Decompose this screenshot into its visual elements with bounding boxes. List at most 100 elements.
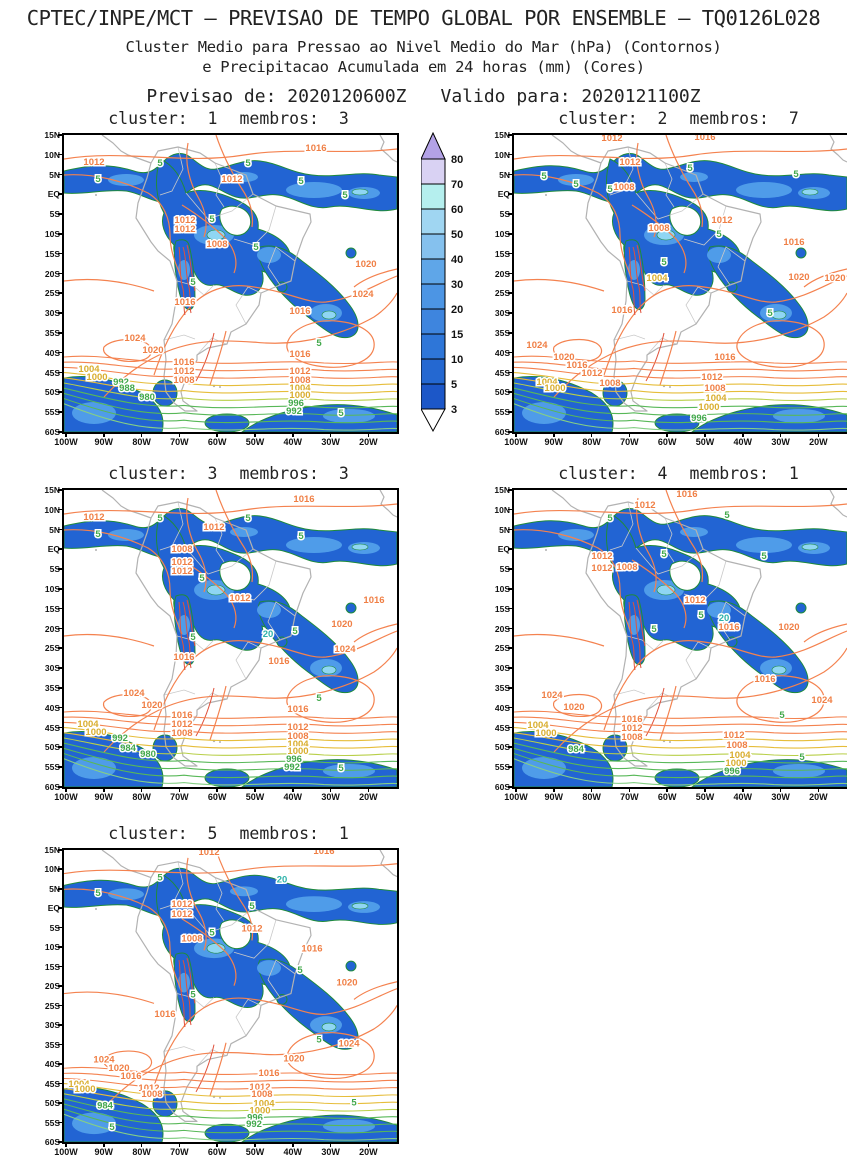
svg-text:1012: 1012 (621, 723, 642, 734)
lat-tick-mark (508, 647, 514, 649)
lon-tick-mark (817, 787, 820, 792)
svg-text:1016: 1016 (718, 622, 739, 633)
svg-text:5: 5 (541, 171, 547, 182)
lat-tick-label: 55S (44, 762, 60, 773)
lat-tick-mark (58, 726, 64, 729)
lat-tick-mark (58, 1043, 64, 1046)
lon-tick-label: 100W (504, 792, 528, 802)
lon-tick-label: 70W (170, 792, 189, 802)
lon-tick-mark (103, 787, 105, 792)
lon-tick-label: 30W (321, 792, 340, 802)
lat-tick-mark (58, 1024, 64, 1026)
lat-tick-mark (58, 193, 64, 195)
svg-text:1004: 1004 (68, 1078, 90, 1089)
lat-tick-label: 10N (494, 504, 510, 515)
lon-tick-mark (590, 432, 593, 437)
svg-text:996: 996 (724, 766, 740, 777)
svg-text:1004: 1004 (705, 393, 727, 404)
lat-tick-label: 35S (494, 683, 510, 693)
svg-text:1000: 1000 (86, 372, 107, 383)
lat-tick-label: 60S (44, 1137, 60, 1147)
lat-tick-label: 5S (499, 209, 510, 220)
svg-text:1012: 1012 (249, 1081, 270, 1092)
svg-text:1012: 1012 (723, 730, 744, 741)
lat-tick-label: 15N (494, 485, 510, 495)
svg-text:1008: 1008 (206, 239, 227, 250)
svg-text:5: 5 (716, 229, 722, 240)
lat-tick-label: EQ (497, 544, 510, 555)
lat-tick-label: 20S (494, 623, 510, 634)
svg-text:1008: 1008 (726, 740, 747, 751)
svg-text:1020: 1020 (824, 273, 845, 284)
lon-tick-label: 90W (544, 792, 564, 802)
svg-text:1020: 1020 (355, 259, 376, 270)
svg-text:1016: 1016 (289, 306, 310, 317)
svg-text:1020: 1020 (336, 977, 357, 988)
lat-tick-label: 5S (49, 209, 60, 220)
lon-tick-label: 40W (283, 1147, 303, 1157)
cluster-label: cluster: 5 (108, 824, 218, 843)
svg-text:1012: 1012 (174, 224, 195, 235)
svg-text:5: 5 (338, 763, 344, 774)
lat-tick-label: 10N (44, 864, 60, 875)
svg-text:992: 992 (286, 406, 302, 417)
lon-tick-label: 20W (359, 792, 378, 802)
lat-tick-label: 10S (44, 942, 60, 953)
lon-tick-label: 30W (321, 437, 340, 447)
svg-text:1016: 1016 (783, 237, 804, 248)
svg-text:1016: 1016 (171, 710, 192, 721)
cluster-label: cluster: 3 (108, 464, 218, 483)
svg-text:20: 20 (277, 874, 288, 885)
lat-tick-label: 15N (44, 485, 60, 495)
svg-text:1016: 1016 (611, 305, 632, 316)
lat-tick-mark (58, 134, 64, 136)
chart-title: CPTEC/INPE/MCT — PREVISAO DE TEMPO GLOBA… (26, 6, 821, 30)
svg-text:1004: 1004 (78, 364, 100, 375)
lon-tick-mark (779, 787, 782, 792)
lat-tick-mark (58, 849, 64, 851)
svg-text:5: 5 (95, 529, 101, 540)
map-frame-cluster-5: 1012 1016 1012 1012 1008 1012 1016 1020 1016 1024… (44, 845, 399, 1157)
lat-tick-label: 45S (494, 367, 510, 378)
lat-tick-label: 50S (494, 387, 510, 398)
svg-text:5: 5 (199, 573, 205, 584)
svg-text:5: 5 (292, 626, 298, 637)
svg-text:5: 5 (297, 964, 302, 975)
map-frame-cluster-1: 1012 1016 1012 1012 1012 1008 1020 1024 1016 1016… (44, 130, 399, 447)
lon-tick-mark (65, 787, 67, 792)
svg-text:1024: 1024 (541, 690, 563, 701)
svg-text:1012: 1012 (171, 719, 192, 730)
lon-tick-mark (103, 432, 105, 437)
lon-tick-label: 60W (207, 437, 227, 447)
map-frame-cluster-3: 1012 1016 1012 1008 1012 1012 1012 1016 1020 1024… (44, 485, 399, 802)
lat-tick-label: 10N (44, 149, 60, 160)
lat-tick-label: 10S (44, 229, 60, 239)
lat-tick-mark (508, 153, 514, 156)
lat-tick-mark (58, 868, 64, 871)
svg-text:980: 980 (139, 392, 155, 403)
svg-text:5: 5 (245, 158, 251, 169)
lon-tick-mark (628, 787, 631, 792)
svg-text:1012: 1012 (171, 566, 192, 577)
lat-tick-mark (58, 1082, 64, 1085)
lat-tick-label: 50S (44, 742, 60, 753)
svg-text:996: 996 (691, 413, 707, 424)
lat-tick-mark (58, 508, 64, 511)
lon-tick-mark (140, 1142, 143, 1147)
panel-header-cluster-2: cluster: 2 membros: 7 (512, 109, 845, 128)
svg-text:60: 60 (451, 204, 463, 216)
svg-text:5: 5 (245, 513, 251, 524)
lon-tick-mark (103, 1142, 105, 1147)
svg-text:992: 992 (246, 1118, 262, 1129)
lat-tick-mark (58, 667, 64, 669)
svg-text:1012: 1012 (701, 372, 722, 383)
lon-tick-label: 60W (657, 437, 677, 447)
lat-tick-mark (58, 568, 64, 570)
lat-tick-label: 55S (44, 1117, 60, 1128)
cluster-label: cluster: 2 (558, 109, 668, 128)
svg-text:984: 984 (568, 744, 585, 755)
svg-text:1016: 1016 (301, 942, 322, 953)
lat-tick-mark (508, 528, 514, 531)
